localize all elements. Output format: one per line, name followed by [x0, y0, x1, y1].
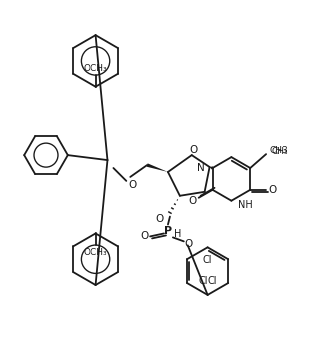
- Text: CH₃: CH₃: [271, 147, 288, 156]
- Text: H: H: [174, 230, 181, 239]
- Polygon shape: [146, 163, 168, 172]
- Text: O: O: [128, 180, 136, 190]
- Text: OCH₃: OCH₃: [84, 64, 107, 73]
- Text: Cl: Cl: [198, 276, 208, 286]
- Text: N: N: [197, 163, 205, 173]
- Text: O: O: [156, 214, 164, 223]
- Text: CH3: CH3: [269, 146, 288, 155]
- Text: OCH₃: OCH₃: [84, 248, 107, 257]
- Text: Cl: Cl: [203, 255, 212, 265]
- Polygon shape: [210, 166, 213, 170]
- Text: P: P: [164, 226, 172, 237]
- Text: NH: NH: [238, 200, 253, 210]
- Text: O: O: [189, 196, 197, 206]
- Text: O: O: [185, 239, 193, 249]
- Text: O: O: [190, 145, 198, 155]
- Text: O: O: [268, 185, 276, 195]
- Text: Cl: Cl: [208, 276, 217, 286]
- Text: O: O: [140, 232, 148, 241]
